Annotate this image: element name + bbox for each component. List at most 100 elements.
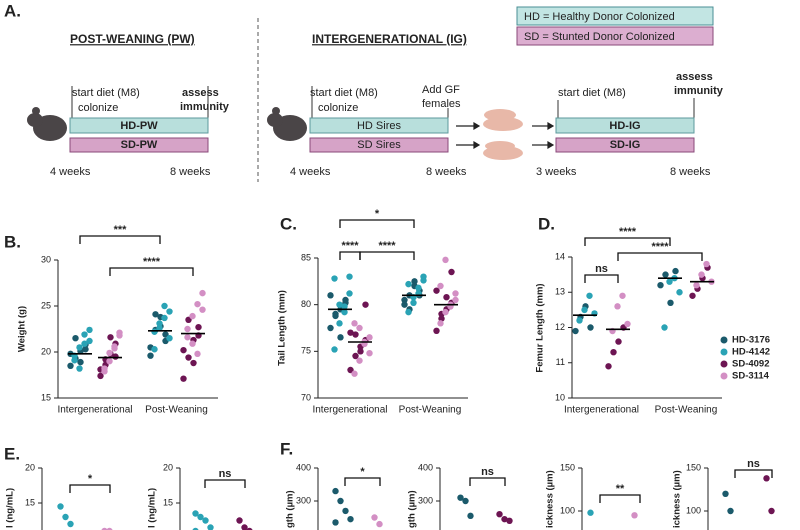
data-point — [332, 310, 339, 318]
significance-bracket — [599, 494, 641, 503]
data-point — [615, 338, 622, 345]
y-tick-label: 15 — [25, 497, 35, 507]
significance-label: ns — [481, 466, 494, 478]
legend-swatch — [720, 360, 728, 368]
data-point — [166, 335, 173, 342]
x-tick-label: Post-Weaning — [655, 405, 718, 416]
data-point — [467, 512, 474, 520]
data-point — [401, 296, 408, 304]
data-point — [362, 301, 369, 308]
data-point — [698, 271, 705, 278]
legend-swatch — [720, 372, 728, 380]
data-point — [405, 308, 412, 316]
time-label: 4 weeks — [50, 166, 91, 178]
data-point — [437, 320, 444, 327]
data-point — [337, 334, 344, 341]
data-point — [631, 512, 638, 519]
data-point — [405, 280, 412, 288]
timeline-bar — [555, 137, 695, 153]
data-point — [452, 296, 459, 304]
data-point — [246, 527, 253, 530]
legend-text: HD = Healthy Donor Colonized — [524, 11, 675, 23]
significance-label: **** — [143, 256, 161, 268]
data-point — [371, 514, 378, 521]
significance-bracket — [359, 251, 415, 260]
data-point — [351, 370, 358, 377]
data-point — [722, 490, 729, 497]
data-point — [576, 317, 583, 324]
data-point — [101, 368, 108, 375]
data-point — [71, 357, 78, 364]
data-point — [147, 352, 154, 359]
data-point — [82, 346, 89, 353]
significance-label: ns — [747, 458, 760, 470]
time-label: 8 weeks — [670, 166, 711, 178]
y-tick-label: 10 — [555, 392, 565, 402]
data-point — [676, 289, 683, 296]
significance-bracket — [469, 477, 506, 486]
data-point — [605, 363, 612, 370]
legend-box — [516, 26, 714, 46]
y-axis-title: Weight (g) — [17, 306, 28, 352]
data-point — [336, 320, 343, 327]
time-label: 8 weeks — [426, 166, 467, 178]
x-tick-label: Post-Weaning — [399, 405, 462, 416]
data-point — [347, 329, 354, 336]
data-point — [86, 337, 93, 345]
data-point — [336, 301, 343, 308]
bar-label: HD-IG — [609, 120, 640, 132]
data-point — [332, 519, 339, 526]
step-text: colonize — [318, 102, 358, 114]
y-tick-label: 13 — [555, 287, 565, 297]
data-point — [401, 301, 408, 308]
significance-bracket — [69, 484, 111, 493]
data-point — [703, 260, 710, 268]
timeline-bar — [69, 117, 209, 134]
bar-label: HD-PW — [120, 120, 158, 132]
significance-label: ns — [219, 468, 232, 480]
step-text: assess — [182, 87, 219, 99]
y-tick-label: 400 — [418, 462, 433, 472]
significance-bracket — [734, 469, 773, 478]
data-point — [672, 267, 679, 275]
significance-label: ** — [616, 483, 625, 495]
step-text: Add GF — [422, 84, 460, 96]
y-tick-label: 20 — [41, 346, 51, 356]
data-point — [768, 507, 775, 515]
data-point — [496, 511, 503, 518]
data-point — [581, 306, 588, 314]
y-tick-label: 30 — [41, 254, 51, 264]
data-point — [661, 324, 668, 331]
data-point — [106, 527, 113, 530]
significance-bracket — [79, 235, 161, 244]
y-tick-label: 11 — [556, 357, 565, 367]
y-tick-label: 300 — [296, 495, 311, 505]
timeline-bar — [309, 117, 449, 134]
data-point — [199, 289, 206, 297]
panel-label: E. — [4, 444, 20, 463]
y-axis-title: Femur Length (mm) — [535, 283, 546, 372]
data-point — [433, 327, 440, 334]
section-title: POST-WEANING (PW) — [70, 32, 195, 46]
legend-swatch — [720, 336, 728, 344]
y-axis-title: gth (µm) — [407, 490, 418, 528]
y-tick-label: 14 — [555, 251, 565, 261]
data-point — [207, 524, 214, 530]
data-point — [192, 510, 199, 517]
data-point — [341, 303, 348, 310]
significance-label: **** — [378, 240, 396, 252]
data-point — [194, 300, 201, 308]
data-point — [197, 513, 204, 521]
significance-bracket — [584, 237, 671, 246]
data-point — [351, 320, 358, 327]
x-tick-label: Intergenerational — [312, 405, 387, 416]
data-point — [356, 357, 363, 364]
step-text: immunity — [674, 85, 724, 97]
data-point — [376, 520, 383, 528]
significance-bracket — [584, 274, 619, 283]
y-tick-label: 15 — [163, 497, 173, 507]
data-point — [151, 346, 158, 353]
data-point — [86, 326, 93, 334]
data-point — [342, 507, 349, 515]
data-point — [452, 290, 459, 297]
